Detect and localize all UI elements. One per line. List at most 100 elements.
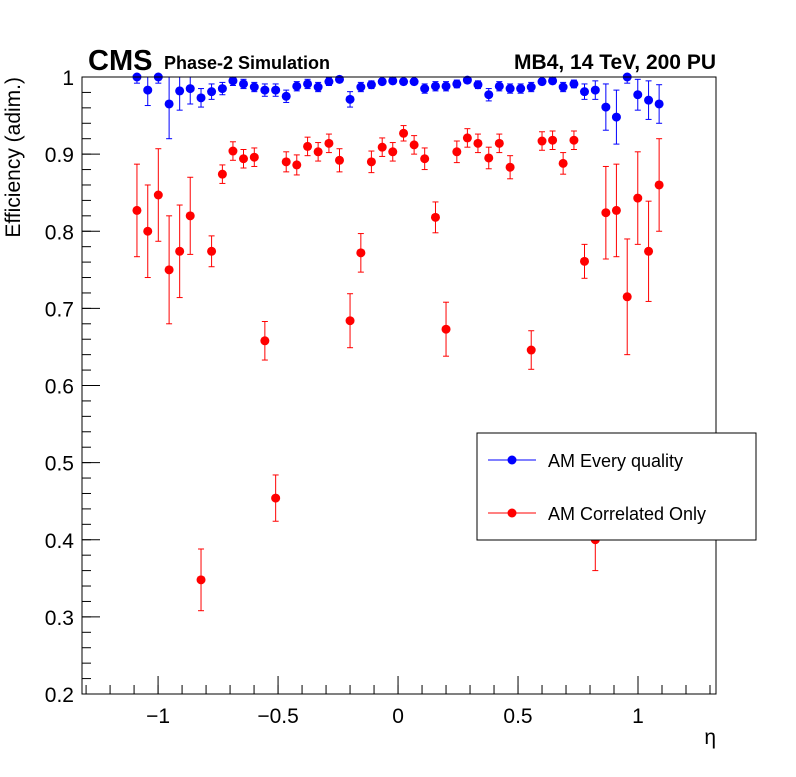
data-point xyxy=(334,155,344,165)
legend-label-correlated-only: AM Correlated Only xyxy=(548,504,706,524)
axes: −1 −0.5 0 0.5 1 0.2 0.3 0.4 0.5 0.6 0.7 0.8 0.9 1 xyxy=(45,67,711,728)
data-point xyxy=(505,162,515,172)
data-point xyxy=(473,138,483,148)
data-point xyxy=(409,140,419,150)
data-point xyxy=(356,248,366,258)
x-tick-label: −0.5 xyxy=(257,705,298,728)
plot-frame xyxy=(81,76,717,695)
data-point xyxy=(590,85,600,95)
y-axis-label: Efficiency (adim.) xyxy=(2,77,25,238)
data-point xyxy=(409,77,419,87)
y-tick-label: 0.5 xyxy=(45,453,74,476)
data-point xyxy=(473,80,483,90)
data-point xyxy=(601,208,611,218)
data-point xyxy=(526,82,536,92)
data-point xyxy=(164,99,174,109)
legend: AM Every quality AM Correlated Only xyxy=(476,432,757,541)
data-point xyxy=(271,85,281,95)
data-point xyxy=(452,79,462,89)
data-point xyxy=(579,87,589,97)
data-point xyxy=(185,84,195,94)
y-tick-label: 0.2 xyxy=(45,684,74,707)
data-point xyxy=(334,74,344,84)
data-point xyxy=(516,84,526,94)
data-point xyxy=(175,86,185,96)
data-point xyxy=(420,154,430,164)
data-point xyxy=(249,82,259,92)
data-point xyxy=(164,265,174,275)
legend-box xyxy=(476,432,757,541)
data-point xyxy=(377,142,387,152)
data-point xyxy=(281,91,291,101)
data-point xyxy=(260,336,270,346)
data-point xyxy=(484,90,494,100)
data-point xyxy=(196,575,206,585)
data-point xyxy=(388,147,398,157)
data-point xyxy=(292,160,302,170)
series-correlated-only xyxy=(132,125,664,612)
data-point xyxy=(143,85,153,95)
data-point xyxy=(228,76,238,86)
y-tick-label: 0.8 xyxy=(45,221,74,244)
data-point xyxy=(238,154,248,164)
data-point xyxy=(143,226,153,236)
data-point xyxy=(175,246,185,256)
data-point xyxy=(548,76,558,86)
cms-label: CMS xyxy=(88,45,152,77)
data-point xyxy=(611,205,621,215)
x-tick-label: 1 xyxy=(632,705,644,728)
data-point xyxy=(430,81,440,91)
data-point xyxy=(185,211,195,221)
data-point xyxy=(505,84,515,94)
legend-label-every-quality: AM Every quality xyxy=(548,451,683,471)
y-tick-label: 1 xyxy=(62,67,74,90)
data-point xyxy=(324,77,334,87)
data-point xyxy=(611,112,621,122)
data-point xyxy=(313,147,323,157)
data-point xyxy=(601,102,611,112)
data-point xyxy=(644,95,654,105)
data-point xyxy=(526,345,536,355)
data-point xyxy=(238,79,248,89)
data-point xyxy=(622,292,632,302)
run-conditions-label: MB4, 14 TeV, 200 PU xyxy=(514,51,716,74)
data-point xyxy=(579,256,589,266)
legend-marker-correlated-only xyxy=(507,508,517,518)
data-point xyxy=(271,493,281,503)
data-point xyxy=(292,81,302,91)
data-point xyxy=(345,316,355,326)
y-tick-label: 0.9 xyxy=(45,144,74,167)
data-point xyxy=(558,158,568,168)
data-point xyxy=(462,75,472,85)
y-tick-label: 0.3 xyxy=(45,607,74,630)
data-point xyxy=(537,77,547,87)
series-every-quality xyxy=(132,72,664,145)
data-point xyxy=(494,81,504,91)
data-point xyxy=(377,77,387,87)
data-marks xyxy=(132,72,664,612)
data-point xyxy=(462,133,472,143)
data-point xyxy=(494,138,504,148)
data-point xyxy=(207,246,217,256)
data-point xyxy=(441,324,451,334)
data-point xyxy=(484,153,494,163)
data-point xyxy=(313,82,323,92)
data-point xyxy=(281,157,291,167)
data-point xyxy=(153,190,163,200)
data-point xyxy=(558,82,568,92)
data-point xyxy=(324,138,334,148)
data-point xyxy=(132,205,142,215)
data-point xyxy=(441,81,451,91)
x-axis-label: η xyxy=(704,726,716,749)
data-point xyxy=(537,136,547,146)
simulation-label: Phase-2 Simulation xyxy=(164,53,330,73)
data-point xyxy=(260,85,270,95)
data-point xyxy=(207,87,217,97)
data-point xyxy=(228,146,238,156)
data-point xyxy=(217,169,227,179)
data-point xyxy=(366,157,376,167)
data-point xyxy=(548,135,558,145)
data-point xyxy=(399,77,409,87)
y-tick-label: 0.4 xyxy=(45,530,75,553)
